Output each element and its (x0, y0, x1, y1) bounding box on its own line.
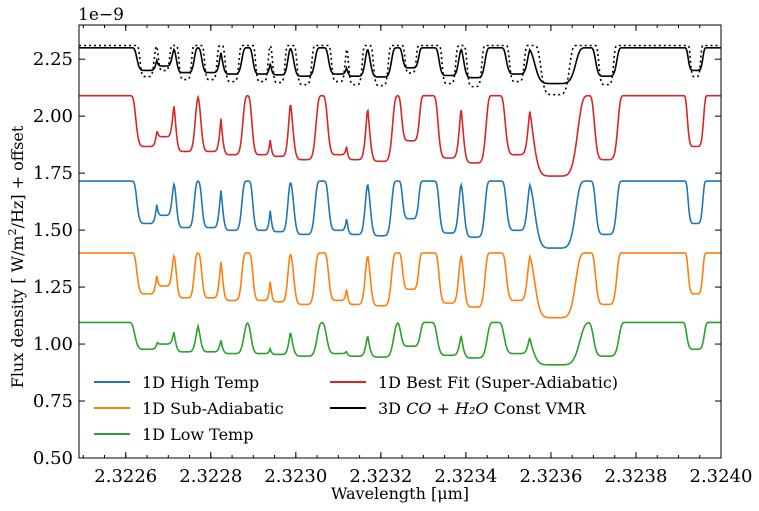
legend-label: 1D Best Fit (Super-Adiabatic) (378, 373, 618, 392)
x-axis-label: Wavelength [μm] (331, 484, 469, 503)
y-axis-label-main: Flux density [ W/m (8, 235, 27, 388)
series-layer (79, 44, 721, 366)
series-line-2 (79, 321, 721, 366)
y-offset-text: 1e−9 (78, 5, 124, 25)
y-tick-label: 2.25 (33, 49, 73, 70)
y-tick-label: 1.50 (33, 220, 73, 241)
y-tick-label: 1.25 (33, 277, 73, 298)
x-tick-label: 2.3236 (519, 466, 582, 487)
y-axis-label-superscript: 2 (6, 228, 19, 235)
y-tick-label: 1.75 (33, 163, 73, 184)
axis-ticks: 2.3226 2.3228 2.3230 2.3232 2.3234 2.3236 2.32… (33, 25, 753, 487)
legend-label: 1D Sub-Adiabatic (142, 399, 284, 418)
series-line-3 (79, 94, 721, 177)
y-axis-label: Flux density [ W/m2/Hz] + offset (6, 125, 27, 388)
y-tick-label: 2.00 (33, 106, 73, 127)
legend-label: 1D High Temp (142, 373, 259, 392)
series-line-5 (79, 44, 721, 96)
x-tick-label: 2.3238 (604, 466, 667, 487)
x-tick-label: 2.3234 (434, 466, 497, 487)
x-tick-label: 2.3228 (179, 466, 242, 487)
x-tick-label: 2.3230 (264, 466, 327, 487)
y-tick-label: 1.00 (33, 334, 73, 355)
y-tick-label: 0.50 (33, 448, 73, 469)
series-line-1 (79, 252, 721, 319)
x-tick-label: 2.3226 (94, 466, 157, 487)
legend-label: 3D CO + H₂O Const VMR (378, 399, 586, 418)
plot-area-frame (78, 24, 722, 459)
series-line-4 (79, 46, 721, 85)
series-line-0 (79, 180, 721, 249)
y-tick-label: 0.75 (33, 391, 73, 412)
legend-label: 1D Low Temp (142, 425, 253, 444)
x-tick-label: 2.3240 (690, 466, 753, 487)
y-axis-label-tail: /Hz] + offset (8, 125, 27, 228)
legend: 1D High Temp 1D Sub-Adiabatic 1D Low Temp 1… (94, 373, 618, 444)
x-tick-label: 2.3232 (349, 466, 412, 487)
